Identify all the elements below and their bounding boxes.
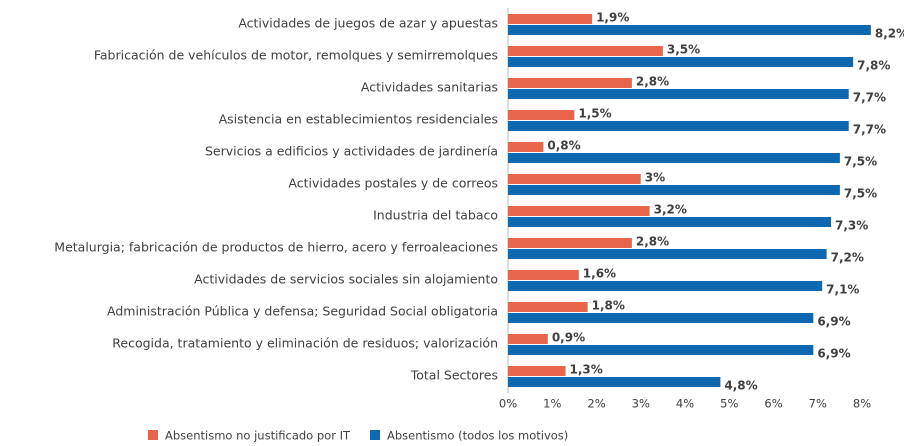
bar (508, 238, 632, 248)
bar (508, 25, 871, 35)
x-tick-label: 5% (720, 397, 738, 411)
category-label: Recogida, tratamiento y eliminación de r… (112, 336, 498, 351)
data-label: 7,3% (835, 219, 868, 233)
legend-swatch (370, 430, 381, 440)
bar (508, 142, 544, 152)
data-label: 2,8% (636, 235, 669, 249)
legend-swatch (148, 430, 158, 440)
data-label: 7,5% (844, 155, 877, 169)
data-label: 1,8% (592, 299, 625, 313)
category-label: Actividades sanitarias (361, 80, 498, 95)
data-label: 1,6% (583, 267, 616, 281)
bar (508, 110, 575, 120)
data-label: 6,9% (817, 315, 850, 329)
x-tick-label: 1% (543, 397, 561, 411)
category-label: Actividades de servicios sociales sin al… (194, 272, 498, 287)
x-tick-label: 3% (632, 397, 650, 411)
category-label: Administración Pública y defensa; Seguri… (107, 304, 498, 319)
category-label: Servicios a edificios y actividades de j… (205, 144, 498, 159)
bar (508, 366, 566, 376)
legend-label: Absentismo (todos los motivos) (387, 429, 568, 443)
x-tick-label: 6% (764, 397, 782, 411)
data-label: 7,8% (857, 59, 890, 73)
data-label: 7,7% (853, 123, 886, 137)
category-label: Asistencia en establecimientos residenci… (219, 112, 498, 127)
bar (508, 174, 641, 184)
bar (508, 78, 632, 88)
data-label: 3% (645, 171, 665, 185)
legend-label: Absentismo no justificado por IT (165, 429, 351, 443)
x-tick-label: 7% (809, 397, 827, 411)
bar (508, 313, 814, 323)
bar (508, 334, 548, 344)
category-label: Fabricación de vehículos de motor, remol… (94, 48, 498, 63)
data-label: 0,8% (547, 139, 580, 153)
bar (508, 281, 823, 291)
bar (508, 302, 588, 312)
x-tick-label: 2% (587, 397, 605, 411)
data-label: 2,8% (636, 75, 669, 89)
category-label: Metalurgia; fabricación de productos de … (54, 240, 498, 255)
data-label: 0,9% (552, 331, 585, 345)
bar (508, 217, 832, 227)
bar (508, 377, 721, 387)
data-label: 7,1% (826, 283, 859, 297)
bar (508, 185, 840, 195)
data-label: 8,2% (875, 27, 904, 41)
data-label: 4,8% (724, 379, 757, 393)
bar (508, 153, 840, 163)
data-label: 3,2% (654, 203, 687, 217)
category-label: Total Sectores (410, 368, 498, 383)
data-label: 1,3% (570, 363, 603, 377)
bar (508, 249, 827, 259)
bar (508, 46, 663, 56)
data-label: 7,2% (831, 251, 864, 265)
category-label: Actividades postales y de correos (288, 176, 498, 191)
bar (508, 57, 854, 67)
x-tick-label: 4% (676, 397, 694, 411)
category-label: Industria del tabaco (373, 208, 498, 223)
data-label: 6,9% (817, 347, 850, 361)
bar (508, 121, 849, 131)
bar (508, 14, 593, 24)
data-label: 1,9% (596, 11, 629, 25)
category-label: Actividades de juegos de azar y apuestas (238, 16, 498, 31)
bar (508, 206, 650, 216)
bar (508, 89, 849, 99)
data-label: 3,5% (667, 43, 700, 57)
bar (508, 270, 579, 280)
bar (508, 345, 814, 355)
data-label: 7,5% (844, 187, 877, 201)
data-label: 1,5% (578, 107, 611, 121)
x-tick-label: 0% (499, 397, 517, 411)
data-label: 7,7% (853, 91, 886, 105)
x-tick-label: 8% (853, 397, 871, 411)
